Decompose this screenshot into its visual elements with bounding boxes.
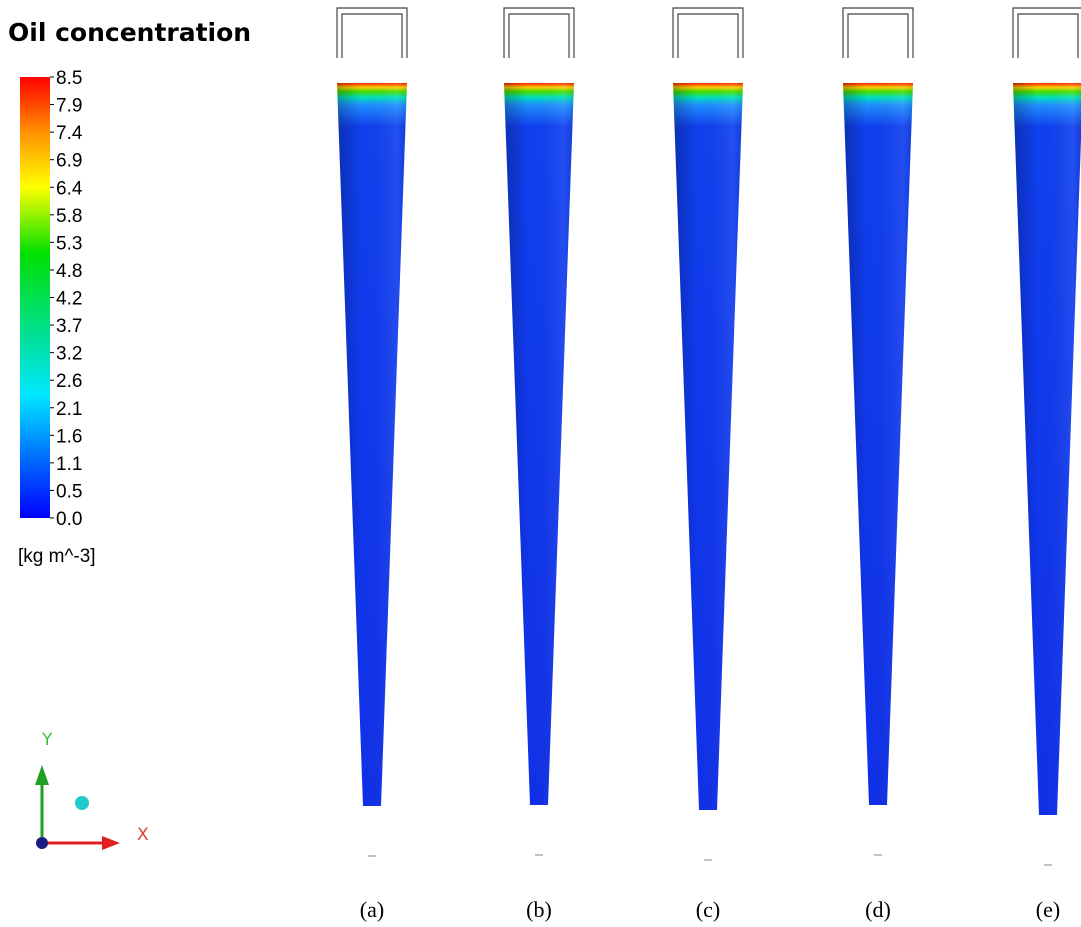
- page: Oil concentration 8.5 7.9 7.4 6.9 6.4 5.8 5.3 4…: [0, 0, 1081, 927]
- colorbar-label: 2.1: [56, 399, 82, 420]
- inlet-outline: [843, 8, 913, 58]
- panel: (c): [673, 8, 743, 922]
- panel-label: (d): [865, 897, 891, 922]
- cone-shade: [673, 83, 743, 810]
- colorbar-label: 2.6: [56, 371, 82, 392]
- inlet-outline: [337, 8, 407, 58]
- cone-shade: [337, 83, 407, 806]
- colorbar-label: 1.6: [56, 426, 82, 447]
- colorbar-label: 6.9: [56, 151, 82, 172]
- colorbar-label: 5.8: [56, 206, 82, 227]
- cone-shade: [1013, 83, 1081, 815]
- panel-label: (c): [696, 897, 720, 922]
- colorbar-label: 3.7: [56, 316, 82, 337]
- colorbar-label: 5.3: [56, 233, 82, 254]
- x-axis-label: X: [137, 825, 149, 845]
- panel-label: (b): [526, 897, 552, 922]
- panel: (d): [843, 8, 913, 922]
- colorbar-label: 0.5: [56, 481, 82, 502]
- panel: (e): [1013, 8, 1081, 922]
- panel-label: (a): [360, 897, 384, 922]
- cone-shade: [504, 83, 574, 805]
- panel: (a): [337, 8, 407, 922]
- title: Oil concentration: [8, 18, 251, 47]
- panel: (b): [504, 8, 574, 922]
- colorbar-label: 6.4: [56, 178, 83, 199]
- panel-label: (e): [1036, 897, 1060, 922]
- inlet-outline: [504, 8, 574, 58]
- colorbar-label: 8.5: [56, 68, 82, 89]
- inlet-outline: [1013, 8, 1081, 58]
- colorbar: [20, 77, 50, 518]
- colorbar-label: 4.2: [56, 289, 82, 310]
- cone-shade: [843, 83, 913, 805]
- colorbar-label: 1.1: [56, 454, 82, 475]
- colorbar-label: 3.2: [56, 344, 82, 365]
- y-axis-label: Y: [41, 730, 53, 750]
- colorbar-label: 4.8: [56, 261, 82, 282]
- colorbar-label: 7.9: [56, 96, 82, 117]
- figure: Oil concentration 8.5 7.9 7.4 6.9 6.4 5.8 5.3 4…: [0, 0, 1081, 927]
- colorbar-label: 7.4: [56, 123, 83, 144]
- axis-triad: Y X: [35, 730, 149, 850]
- unit: [kg m^-3]: [18, 546, 96, 567]
- inlet-outline: [673, 8, 743, 58]
- colorbar-label: 0.0: [56, 509, 82, 530]
